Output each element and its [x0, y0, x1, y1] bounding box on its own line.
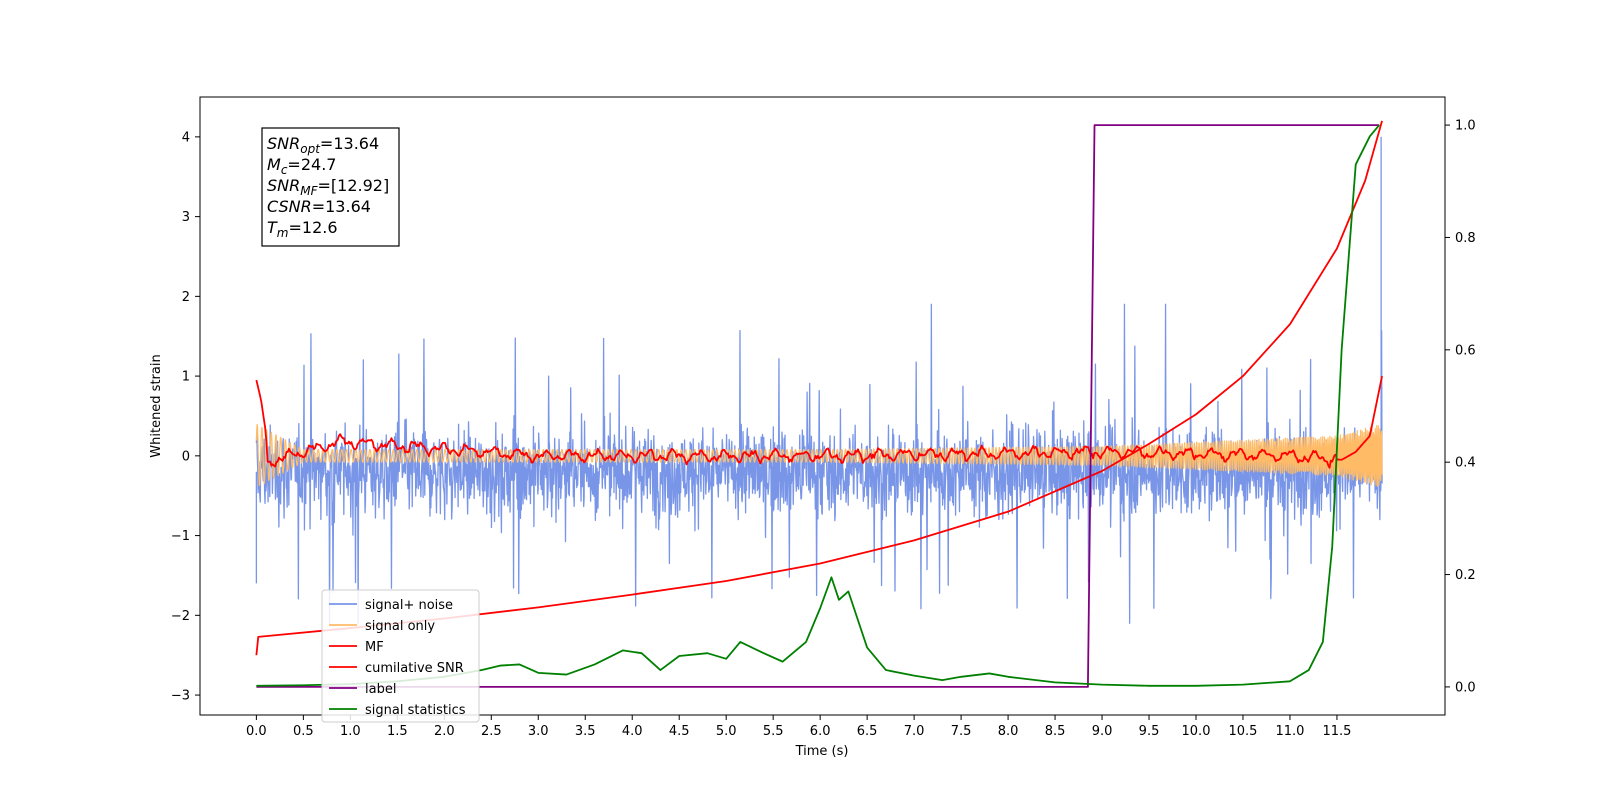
x-tick-label: 11.0 — [1275, 724, 1304, 739]
annotation-line: SNRMF=[12.92] — [267, 176, 389, 198]
legend-label-mf: MF — [365, 640, 384, 655]
y-tick-label: −1 — [171, 529, 190, 544]
x-tick-label: 10.0 — [1182, 724, 1211, 739]
y-axis-right: 1.0 0.8 0.6 0.4 0.2 0.0 — [1445, 119, 1476, 695]
annotation-frame — [261, 127, 400, 247]
x-axis-label: Time (s) — [795, 744, 849, 759]
annotation-line: Mc=24.7 — [267, 155, 336, 177]
x-tick-label: 1.5 — [387, 724, 408, 739]
annotation-symbol: M — [267, 155, 281, 174]
annotation-symbol: SNR — [267, 176, 300, 195]
y-tick-label: 2 — [182, 290, 190, 305]
series-mf — [255, 375, 1383, 469]
legend-label-signal-only: signal only — [365, 619, 435, 634]
annotation-symbol: CSNR — [267, 197, 312, 216]
x-tick-label: 0.5 — [293, 724, 314, 739]
x-axis: 0.0 0.5 1.0 1.5 2.0 2.5 3.0 3.5 4.0 4.5 5.0 5.5 6.0 6… — [246, 715, 1351, 739]
x-tick-label: 8.5 — [1045, 724, 1066, 739]
x-tick-label: 11.5 — [1322, 724, 1351, 739]
x-tick-label: 3.5 — [575, 724, 596, 739]
annotation-box: SNRopt=13.64Mc=24.7SNRMF=[12.92]CSNR=13.… — [261, 127, 400, 247]
y2-tick-label: 0.0 — [1455, 680, 1476, 695]
annotation-value: =[12.92] — [318, 176, 390, 195]
x-tick-label: 0.0 — [246, 724, 267, 739]
x-tick-label: 5.0 — [716, 724, 737, 739]
annotation-subscript: c — [281, 163, 288, 177]
annotation-value: =24.7 — [287, 155, 336, 174]
annotation-value: =12.6 — [288, 218, 337, 237]
annotation-value: =13.64 — [320, 134, 379, 153]
x-tick-label: 8.0 — [998, 724, 1019, 739]
series-signal-statistics — [256, 124, 1380, 687]
y2-tick-label: 0.2 — [1455, 568, 1476, 583]
x-tick-label: 9.5 — [1139, 724, 1160, 739]
y2-tick-label: 0.6 — [1455, 343, 1476, 358]
y2-tick-label: 0.4 — [1455, 456, 1476, 471]
x-tick-label: 5.5 — [763, 724, 784, 739]
x-tick-label: 6.5 — [857, 724, 878, 739]
annotation-subscript: MF — [300, 184, 318, 198]
y-tick-label: 3 — [182, 210, 190, 225]
legend-frame — [321, 589, 480, 723]
y-tick-label: −2 — [171, 609, 190, 624]
plot-frame — [199, 96, 1446, 716]
x-tick-label: 1.0 — [340, 724, 361, 739]
x-tick-label: 6.0 — [810, 724, 831, 739]
y-tick-label: 4 — [182, 130, 190, 145]
x-tick-label: 2.0 — [434, 724, 455, 739]
annotation-subscript: m — [277, 226, 289, 240]
legend-label-label: label — [365, 682, 396, 697]
legend-label-signal-noise: signal+ noise — [365, 598, 453, 613]
y2-tick-label: 0.8 — [1455, 231, 1476, 246]
x-tick-label: 3.0 — [528, 724, 549, 739]
y2-tick-label: 1.0 — [1455, 119, 1476, 134]
y-tick-label: 1 — [182, 370, 190, 385]
x-tick-label: 7.0 — [904, 724, 925, 739]
y-tick-label: −3 — [171, 689, 190, 704]
x-tick-label: 7.5 — [951, 724, 972, 739]
annotation-subscript: opt — [300, 142, 321, 156]
legend-label-signal-statistics: signal statistics — [365, 703, 466, 718]
y-axis-left: 4 3 2 1 0 −1 −2 −3 — [171, 130, 200, 704]
annotation-symbol: SNR — [267, 134, 300, 153]
annotation-symbol: T — [267, 218, 278, 237]
x-tick-label: 10.5 — [1229, 724, 1258, 739]
y-axis-label: Whitened strain — [149, 354, 164, 457]
legend-label-cumilative-snr: cumilative SNR — [365, 661, 464, 676]
legend: signal+ noise signal only MF cumilative SNR… — [321, 589, 480, 723]
x-tick-label: 2.5 — [481, 724, 502, 739]
x-tick-label: 9.0 — [1092, 724, 1113, 739]
annotation-line: Tm=12.6 — [267, 218, 338, 240]
x-tick-label: 4.5 — [669, 724, 690, 739]
series-signal-only — [255, 423, 1383, 488]
annotation-line: CSNR=13.64 — [267, 197, 371, 216]
y-tick-label: 0 — [182, 449, 190, 464]
annotation-line: SNRopt=13.64 — [267, 134, 379, 156]
x-tick-label: 4.0 — [622, 724, 643, 739]
annotation-value: =13.64 — [312, 197, 371, 216]
